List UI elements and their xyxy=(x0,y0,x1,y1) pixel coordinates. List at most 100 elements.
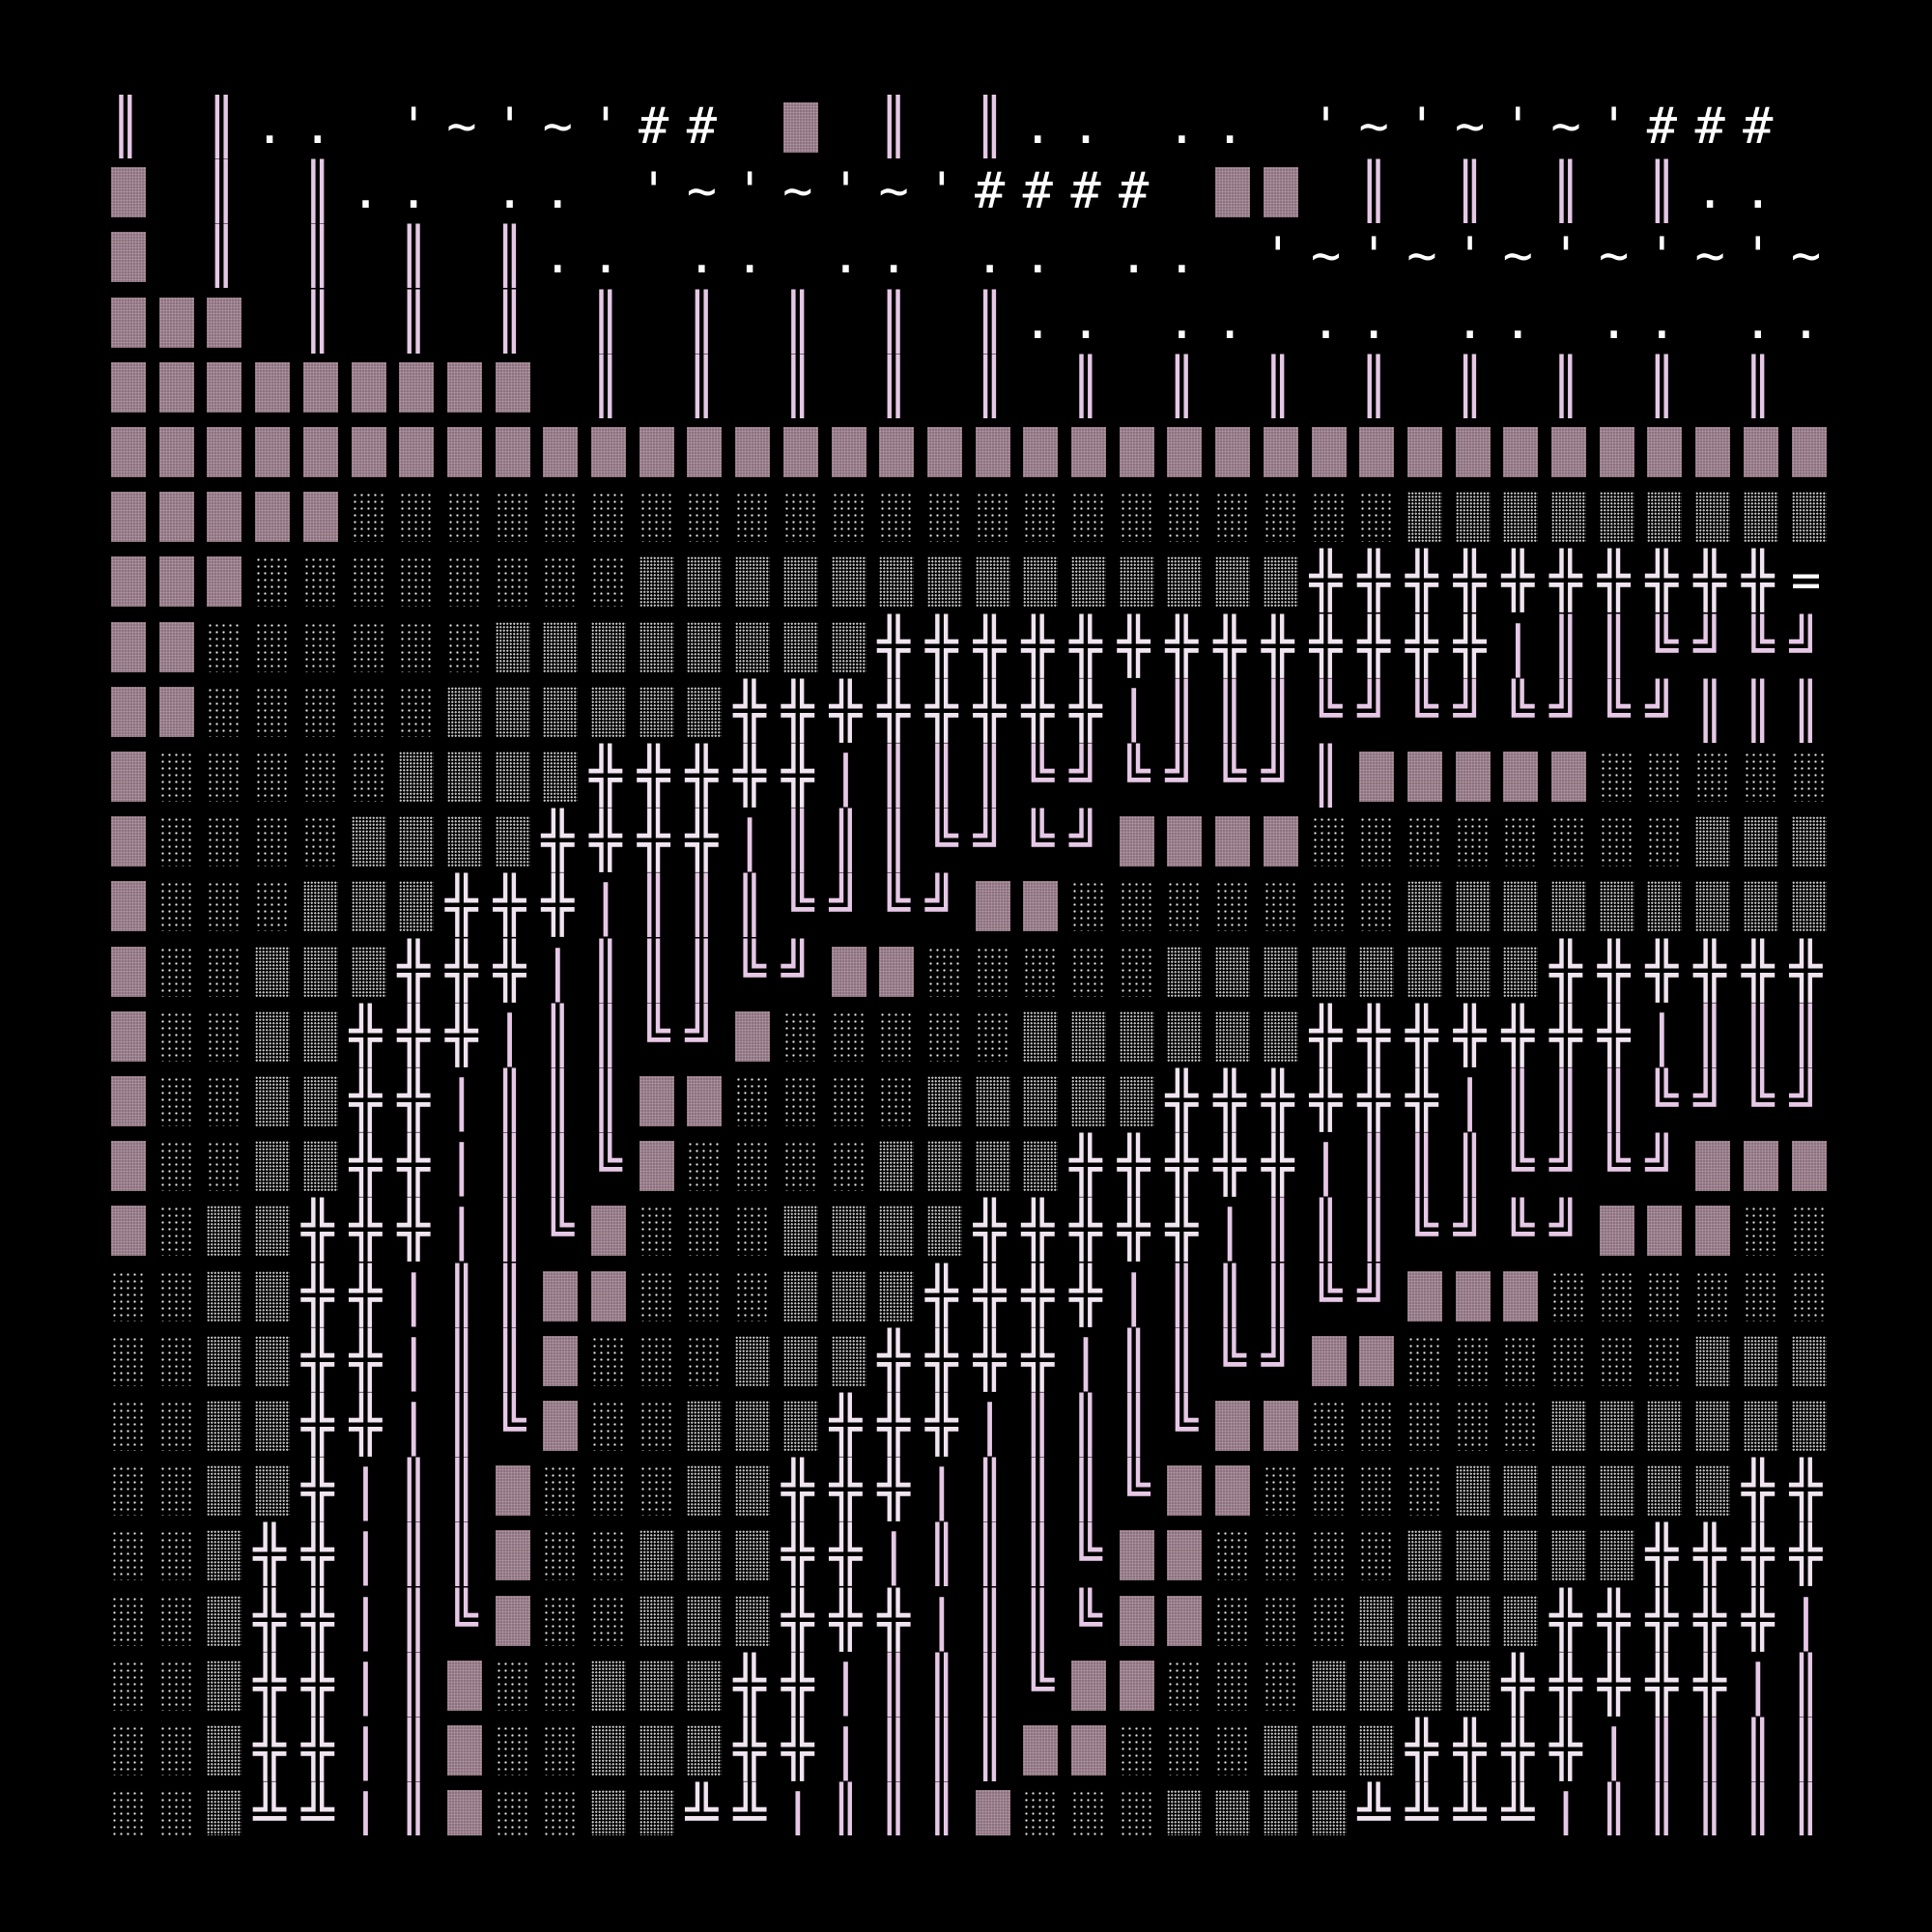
light-shade-glyph xyxy=(637,1198,685,1263)
medium-shade-glyph xyxy=(204,1264,252,1328)
cross-glyph: ╬ xyxy=(781,745,828,808)
cross-glyph: ╬ xyxy=(253,1719,299,1781)
space-glyph xyxy=(924,290,973,355)
light-shade-glyph xyxy=(1500,809,1548,873)
cross-glyph: ╬ xyxy=(733,679,780,743)
text-glyph: . xyxy=(878,227,923,286)
dense-block-glyph xyxy=(108,744,156,809)
medium-shade-glyph xyxy=(732,549,781,613)
medium-shade-glyph xyxy=(204,1653,252,1718)
art-row: ╬╬|║╬╬|║║║╬╬╬╬|║║║║╚╝ xyxy=(108,1718,1835,1782)
pipe-glyph: ╝ xyxy=(1693,614,1740,678)
light-shade-glyph xyxy=(684,484,732,549)
cross-glyph: ╬ xyxy=(733,745,780,808)
medium-shade-glyph xyxy=(540,614,588,679)
pipe-glyph: ║ xyxy=(445,1264,492,1327)
text-glyph: . xyxy=(542,227,586,286)
text-glyph: ' xyxy=(1358,227,1403,286)
light-shade-glyph xyxy=(252,679,300,744)
cross-glyph: ╬ xyxy=(1693,1523,1740,1587)
cross-glyph: ╬ xyxy=(1021,614,1068,678)
pipe-glyph: | xyxy=(349,1783,396,1835)
dense-block-glyph xyxy=(1789,1133,1836,1198)
dense-block-glyph xyxy=(444,1718,493,1782)
dense-block-glyph xyxy=(396,355,444,419)
space-glyph xyxy=(1597,355,1645,419)
pipe-glyph: ║ xyxy=(1597,1783,1644,1835)
pipe-glyph: ╝ xyxy=(1069,745,1116,808)
medium-shade-glyph xyxy=(252,939,300,1004)
medium-shade-glyph xyxy=(1309,1718,1357,1782)
cross-glyph: ╩ xyxy=(1357,1783,1405,1835)
pipe-glyph: ╝ xyxy=(1261,1328,1308,1392)
pipe-glyph: ║ xyxy=(1357,355,1405,418)
text-glyph: . xyxy=(1646,292,1691,351)
medium-shade-glyph xyxy=(1164,549,1212,613)
pipe-glyph: ║ xyxy=(493,1069,540,1132)
space-glyph xyxy=(349,224,397,289)
text-glyph: # xyxy=(1022,162,1066,221)
pipe-glyph: ║ xyxy=(685,290,732,354)
pipe-glyph: ║ xyxy=(877,1653,924,1717)
space-glyph xyxy=(1309,355,1357,419)
cross-glyph: ╬ xyxy=(733,1719,780,1781)
light-shade-glyph xyxy=(1597,1264,1645,1328)
medium-shade-glyph xyxy=(1405,484,1453,549)
light-shade-glyph xyxy=(1212,1522,1261,1587)
dense-block-glyph xyxy=(1597,419,1645,484)
light-shade-glyph xyxy=(108,1264,156,1328)
text-glyph: . xyxy=(350,162,395,221)
text-glyph: . xyxy=(1694,162,1739,221)
cross-glyph: ╬ xyxy=(1117,614,1164,678)
pipe-glyph: ║ xyxy=(445,1523,492,1587)
pipe-glyph: | xyxy=(349,1459,396,1522)
light-shade-glyph xyxy=(1309,873,1357,938)
dense-block-glyph xyxy=(1212,159,1261,224)
pipe-glyph: ╝ xyxy=(1645,679,1692,743)
medium-shade-glyph xyxy=(493,744,541,809)
text-glyph: ' xyxy=(926,162,971,221)
cross-glyph: ╬ xyxy=(300,1523,348,1587)
light-shade-glyph xyxy=(156,1004,205,1068)
pipe-glyph: ║ xyxy=(397,1719,444,1781)
pipe-glyph: | xyxy=(925,1588,972,1652)
pipe-glyph: ║ xyxy=(973,355,1020,418)
pipe-glyph: ╚ xyxy=(925,810,972,873)
pipe-glyph: ║ xyxy=(781,290,828,354)
dense-block-glyph xyxy=(1164,419,1212,484)
dense-block-glyph xyxy=(1020,1718,1068,1782)
dense-block-glyph xyxy=(637,1068,685,1133)
light-shade-glyph xyxy=(1117,1718,1165,1782)
medium-shade-glyph xyxy=(732,1458,781,1522)
art-row: ╬╬╬|║║╚╝╬╬╬╬╬╬╬|║║║╚╝╚╝ xyxy=(108,1004,1835,1068)
text-glyph: . xyxy=(542,162,586,221)
space-glyph xyxy=(1117,95,1165,159)
dense-block-glyph xyxy=(108,809,156,873)
light-shade-glyph xyxy=(156,1588,205,1653)
light-shade-glyph xyxy=(1548,809,1597,873)
cross-glyph: ╬ xyxy=(781,1719,828,1781)
pipe-glyph: | xyxy=(1741,1653,1788,1717)
medium-shade-glyph xyxy=(204,1522,252,1587)
space-glyph xyxy=(1789,159,1836,224)
dense-block-glyph xyxy=(1309,1328,1357,1393)
light-shade-glyph xyxy=(349,614,397,679)
space-glyph xyxy=(1212,355,1261,419)
light-shade-glyph xyxy=(252,744,300,809)
pipe-glyph: | xyxy=(445,1199,492,1263)
space-glyph xyxy=(1405,159,1453,224)
pipe-glyph: ╝ xyxy=(1453,1199,1500,1263)
pipe-glyph: ║ xyxy=(300,225,348,289)
cross-glyph: ╬ xyxy=(1309,614,1356,678)
text-glyph: ' xyxy=(398,98,442,156)
pipe-glyph: ║ xyxy=(1741,355,1788,418)
dense-block-glyph xyxy=(1500,1264,1548,1328)
cross-glyph: ╬ xyxy=(1213,614,1260,678)
text-glyph: . xyxy=(1502,292,1547,351)
light-shade-glyph xyxy=(1212,873,1261,938)
dense-block-glyph xyxy=(1548,744,1597,809)
medium-shade-glyph xyxy=(781,1264,829,1328)
medium-shade-glyph xyxy=(1597,1393,1645,1458)
light-shade-glyph xyxy=(349,744,397,809)
art-row: ╩╩|║╩╩|║║║╩╩╩╩|║║║║║= xyxy=(108,1782,1835,1835)
